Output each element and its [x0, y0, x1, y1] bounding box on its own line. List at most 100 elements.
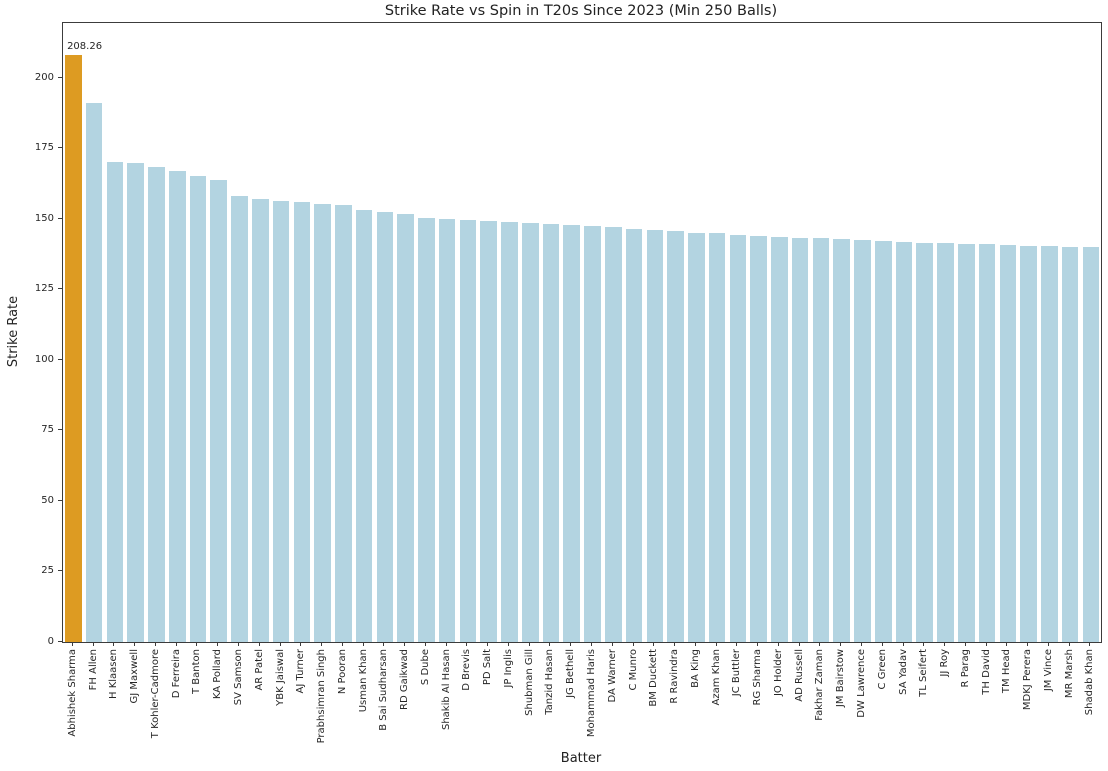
x-tick-label: Mohammad Haris [586, 649, 598, 738]
bar [667, 231, 684, 642]
x-slot: AD Russell [789, 642, 810, 754]
x-slot: JC Buttler [727, 642, 748, 754]
bar [1061, 246, 1079, 642]
y-tick-label: 25 [41, 565, 54, 576]
bar [688, 232, 705, 642]
bar-slot [271, 23, 292, 642]
x-tick-mark [362, 642, 364, 646]
x-tick-label: DA Warner [606, 649, 618, 703]
x-tick-mark [860, 642, 862, 646]
y-tick-label: 75 [41, 424, 54, 435]
bar-slot [541, 23, 562, 642]
x-tick-label: FH Allen [87, 649, 99, 691]
bar-slot [312, 23, 333, 642]
plot-area: 208.26 [62, 22, 1102, 643]
bar-slot [1081, 23, 1102, 642]
x-slot: Tanzid Hasan [540, 642, 561, 754]
x-slot: B Sai Sudharsan [373, 642, 394, 754]
x-tick-label: T Kohler-Cadmore [149, 649, 161, 739]
x-tick-label: B Sai Sudharsan [378, 649, 390, 731]
bar [251, 198, 269, 642]
x-tick-label: MDKJ Perera [1022, 649, 1034, 711]
x-tick-mark [757, 642, 759, 646]
bar-slot [790, 23, 811, 642]
x-slot: TM Head [996, 642, 1017, 754]
x-slot: S Dube [415, 642, 436, 754]
bar [1020, 245, 1037, 642]
x-tick-label: TH David [980, 649, 992, 695]
x-slot: JO Holder [768, 642, 789, 754]
bar-slot [188, 23, 209, 642]
x-slot: Shubman Gill [519, 642, 540, 754]
x-slot: N Pooran [332, 642, 353, 754]
bar [106, 162, 124, 642]
x-tick-mark [341, 642, 343, 646]
x-tick-mark [819, 642, 821, 646]
x-tick-mark [92, 642, 94, 646]
bar [231, 196, 248, 642]
bar-slot [997, 23, 1018, 642]
y-tick-mark [58, 147, 62, 148]
x-tick-label: RG Sharma [752, 649, 764, 706]
x-tick-label: R Ravindra [669, 649, 681, 704]
bar-highlighted [65, 54, 82, 642]
x-slot: MDKJ Perera [1017, 642, 1038, 754]
x-tick-mark [113, 642, 115, 646]
x-slot: MR Marsh [1059, 642, 1080, 754]
x-tick-label: Fakhar Zaman [814, 649, 826, 721]
y-tick-mark [58, 640, 62, 642]
bar [376, 211, 394, 642]
y-tick-mark [58, 358, 62, 360]
x-tick-mark [881, 642, 883, 646]
y-tick-mark [58, 76, 62, 78]
y-tick-mark [58, 499, 62, 501]
bar [791, 237, 809, 642]
x-tick-label: AR Patel [253, 649, 265, 691]
x-slot: BA King [685, 642, 706, 754]
bar-slot [561, 23, 582, 642]
x-slot: T Kohler-Cadmore [145, 642, 166, 754]
y-tick-label: 150 [34, 212, 54, 224]
bar-slot [894, 23, 915, 642]
bar-slot [374, 23, 395, 642]
bar-slot [956, 23, 977, 642]
x-tick-label: AD Russell [793, 649, 805, 702]
x-slot: Mohammad Haris [581, 642, 602, 754]
x-tick-label: AJ Turner [295, 649, 307, 694]
bar [854, 240, 871, 642]
x-tick-mark [507, 642, 509, 646]
x-tick-mark [591, 642, 593, 646]
bar-slot [935, 23, 956, 642]
bar-slot [520, 23, 541, 642]
x-tick-mark [632, 642, 634, 646]
y-tick-mark [58, 570, 62, 571]
x-slot: DW Lawrence [851, 642, 872, 754]
bar-slot [977, 23, 998, 642]
x-tick-label: Shadab Khan [1084, 649, 1096, 716]
x-slot: YBK Jaiswal [270, 642, 291, 754]
x-tick-label: Azam Khan [710, 649, 722, 706]
bar-slot [665, 23, 686, 642]
bar-slot [624, 23, 645, 642]
bar-slot [395, 23, 416, 642]
x-tick-mark [279, 642, 281, 646]
x-slot: H Klaasen [104, 642, 125, 754]
x-tick-label: JG Bethell [565, 649, 577, 698]
bar [833, 239, 851, 642]
x-tick-label: Prabhsimran Singh [316, 649, 328, 744]
x-tick-mark [154, 642, 156, 646]
x-slot: RG Sharma [747, 642, 768, 754]
bar [978, 244, 996, 642]
x-slot: JM Bairstow [830, 642, 851, 754]
y-tick-label: 175 [34, 142, 54, 153]
x-tick-mark [944, 642, 946, 646]
x-slot: GJ Maxwell [124, 642, 145, 754]
bar [937, 242, 954, 642]
x-slot: Usman Khan [353, 642, 374, 754]
x-tick-mark [694, 642, 696, 646]
x-tick-mark [653, 642, 655, 646]
bar-slot [229, 23, 250, 642]
bar [397, 213, 414, 642]
x-slot: Shakib Al Hasan [436, 642, 457, 754]
x-tick-mark [71, 642, 73, 646]
